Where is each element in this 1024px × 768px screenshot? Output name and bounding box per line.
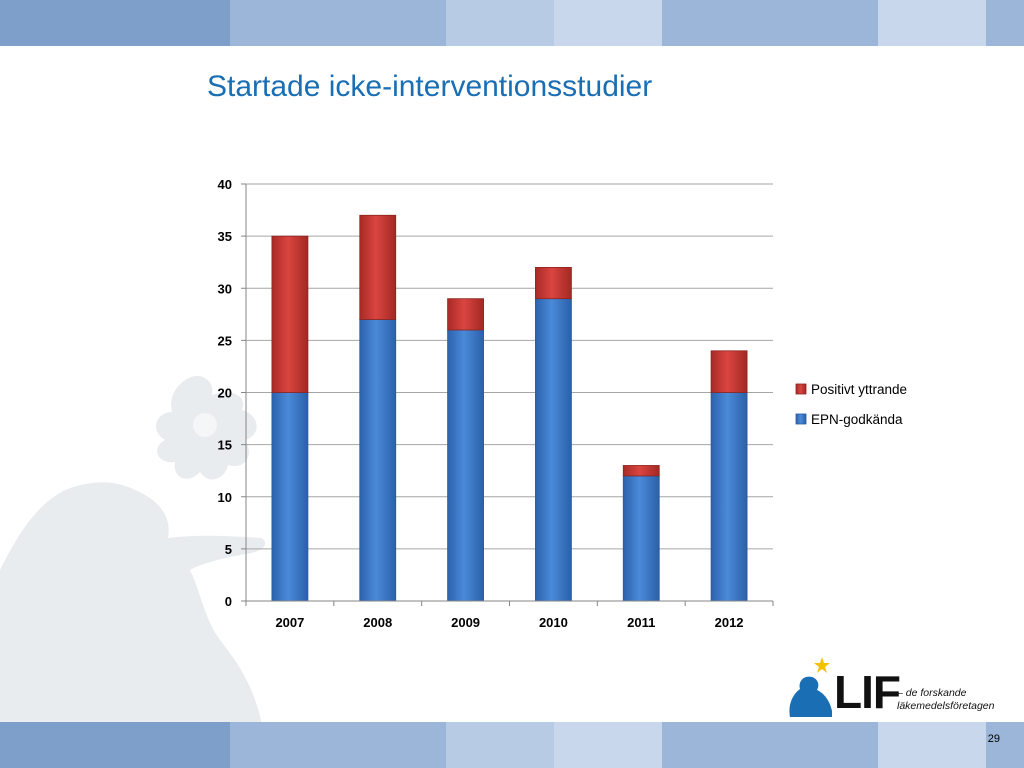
lif-logo-tagline: – de forskande läkemedelsföretagen [897,687,1007,713]
y-tick-label: 15 [218,438,232,453]
bar-segment-epn-godkanda [710,392,748,602]
decorative-figure-illustration [0,375,266,725]
y-tick-label: 35 [218,229,232,244]
lif-logo-text: LIF [834,666,901,718]
bar-segment-positivt-yttrande [447,298,484,331]
bar-segment-positivt-yttrande [271,235,309,393]
legend-label: Positivt yttrande [811,382,907,397]
y-tick-label: 30 [218,281,232,296]
band-segment [986,722,1024,768]
y-tick-label: 25 [218,333,232,348]
bar-segment-positivt-yttrande [710,350,748,393]
band-segment [662,722,878,768]
bar-segment-positivt-yttrande [535,266,572,300]
x-tick-label: 2008 [363,615,392,630]
bar-segment-epn-godkanda [535,298,572,602]
legend-swatch [795,413,807,425]
band-segment [230,722,446,768]
y-tick-label: 5 [225,542,232,557]
bar-segment-positivt-yttrande [359,214,397,320]
band-segment [0,0,230,46]
bar-segment-positivt-yttrande [622,465,660,477]
y-tick-label: 10 [218,490,232,505]
x-tick-label: 2010 [539,615,568,630]
y-tick-label: 20 [218,386,232,401]
band-segment [0,722,230,768]
band-segment [554,0,662,46]
top-decor-band [0,0,1024,46]
band-segment [878,0,986,46]
bar-segment-epn-godkanda [271,392,309,602]
x-tick-label: 2011 [627,615,655,630]
band-segment [230,0,446,46]
lif-tagline-line2: läkemedelsföretagen [897,700,995,712]
legend-label: EPN-godkända [811,412,903,427]
slide-title: Startade icke-interventionsstudier [207,70,653,103]
band-segment [986,0,1024,46]
x-tick-label: 2009 [451,615,480,630]
band-segment [554,722,662,768]
legend-swatch [795,383,807,395]
y-tick-label: 40 [218,177,232,192]
band-segment [446,722,554,768]
band-segment [878,722,986,768]
bar-segment-epn-godkanda [359,319,397,602]
x-tick-label: 2012 [715,615,744,630]
band-segment [446,0,554,46]
band-segment [662,0,878,46]
x-tick-label: 2007 [275,615,304,630]
bottom-decor-band [0,722,1024,768]
bar-segment-epn-godkanda [622,475,660,602]
page-number: 29 [987,733,1000,745]
bar-segment-epn-godkanda [447,329,484,602]
lif-tagline-line1: – de forskande [897,687,967,699]
lif-logo: LIF – de forskande läkemedelsföretagen [784,655,1004,721]
lif-logo-figure-icon [789,657,832,717]
y-tick-label: 0 [225,594,232,609]
